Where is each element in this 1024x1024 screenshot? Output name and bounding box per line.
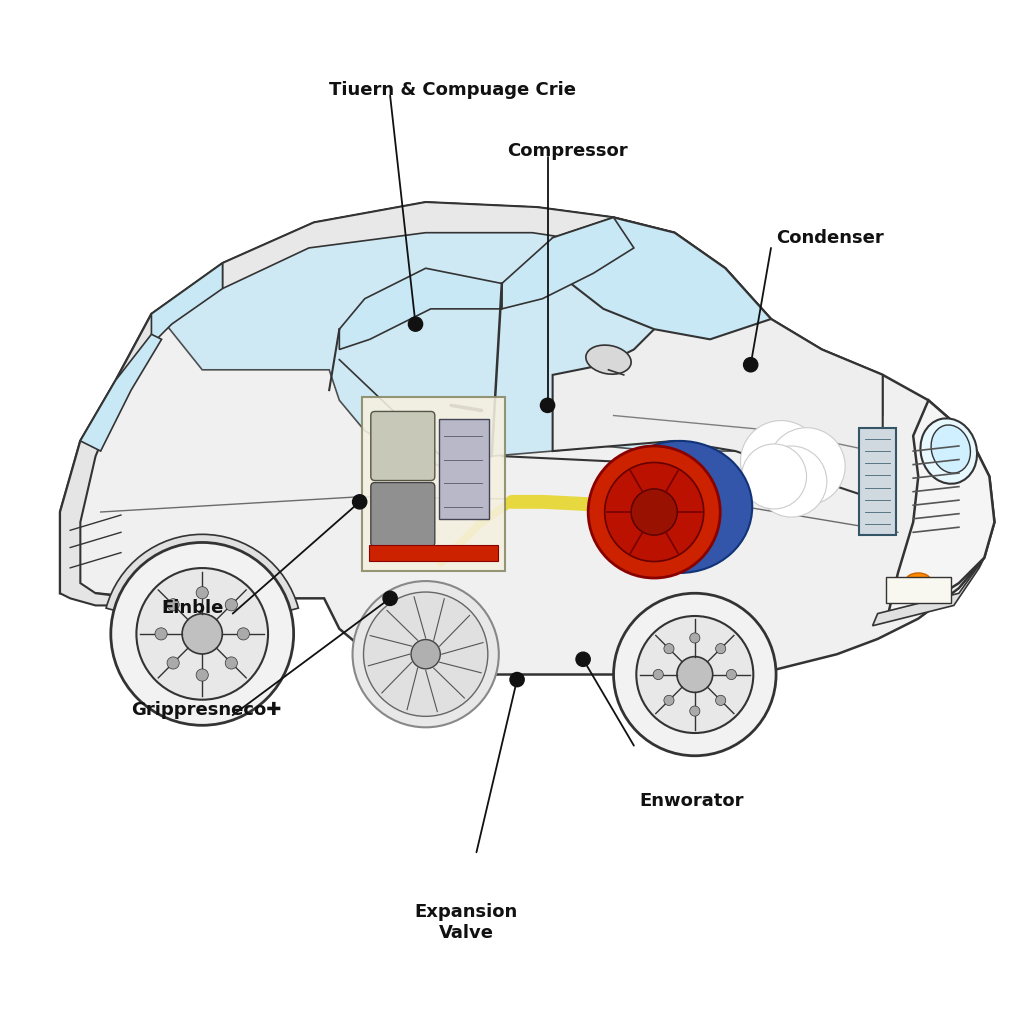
Circle shape	[238, 628, 250, 640]
Text: Expansion
Valve: Expansion Valve	[415, 903, 518, 942]
Circle shape	[631, 488, 677, 536]
Text: Enworator: Enworator	[639, 793, 743, 810]
Polygon shape	[888, 400, 994, 615]
Circle shape	[726, 670, 736, 680]
Circle shape	[716, 643, 726, 653]
Circle shape	[197, 587, 208, 599]
Circle shape	[225, 656, 238, 669]
Circle shape	[167, 656, 179, 669]
FancyBboxPatch shape	[371, 482, 435, 547]
Text: Tiuern & Compuage Crie: Tiuern & Compuage Crie	[329, 82, 577, 99]
Circle shape	[411, 640, 440, 669]
Polygon shape	[502, 217, 634, 309]
Polygon shape	[80, 334, 162, 451]
Circle shape	[352, 581, 499, 727]
Circle shape	[510, 673, 524, 687]
Ellipse shape	[921, 419, 977, 483]
Ellipse shape	[931, 425, 971, 473]
Text: Grippresneco✚: Grippresneco✚	[131, 701, 282, 719]
Circle shape	[690, 706, 699, 716]
Circle shape	[364, 592, 487, 717]
Circle shape	[541, 398, 555, 413]
Polygon shape	[152, 202, 883, 466]
Circle shape	[677, 656, 713, 692]
Circle shape	[383, 591, 397, 605]
Text: Compressor: Compressor	[507, 142, 628, 161]
Polygon shape	[60, 202, 994, 675]
Circle shape	[653, 670, 664, 680]
Circle shape	[740, 421, 822, 502]
Polygon shape	[553, 217, 771, 339]
Polygon shape	[60, 314, 207, 605]
Circle shape	[111, 543, 294, 725]
Ellipse shape	[607, 441, 753, 573]
FancyBboxPatch shape	[439, 419, 488, 519]
FancyBboxPatch shape	[369, 545, 498, 561]
Ellipse shape	[905, 573, 931, 589]
Text: Condenser: Condenser	[776, 228, 884, 247]
FancyBboxPatch shape	[859, 428, 896, 536]
Polygon shape	[872, 558, 984, 626]
Circle shape	[768, 428, 845, 505]
Text: Einble: Einble	[162, 599, 224, 617]
Circle shape	[716, 695, 726, 706]
Circle shape	[741, 444, 807, 509]
Circle shape	[690, 633, 699, 643]
Ellipse shape	[586, 345, 631, 374]
Polygon shape	[339, 268, 502, 349]
Polygon shape	[553, 268, 883, 502]
Circle shape	[636, 616, 754, 733]
Polygon shape	[152, 263, 222, 344]
Circle shape	[575, 652, 590, 667]
Circle shape	[182, 613, 222, 654]
Circle shape	[136, 568, 268, 699]
Circle shape	[352, 495, 367, 509]
FancyBboxPatch shape	[886, 577, 950, 603]
Circle shape	[664, 643, 674, 653]
Circle shape	[756, 446, 826, 517]
Circle shape	[197, 669, 208, 681]
Circle shape	[409, 317, 423, 331]
Circle shape	[155, 628, 167, 640]
FancyBboxPatch shape	[361, 397, 505, 571]
Wedge shape	[106, 535, 298, 612]
Circle shape	[664, 695, 674, 706]
Circle shape	[613, 593, 776, 756]
Polygon shape	[222, 202, 725, 289]
Circle shape	[167, 599, 179, 611]
Circle shape	[605, 463, 703, 561]
Circle shape	[743, 357, 758, 372]
FancyBboxPatch shape	[371, 412, 435, 480]
Circle shape	[588, 446, 720, 578]
Circle shape	[225, 599, 238, 611]
